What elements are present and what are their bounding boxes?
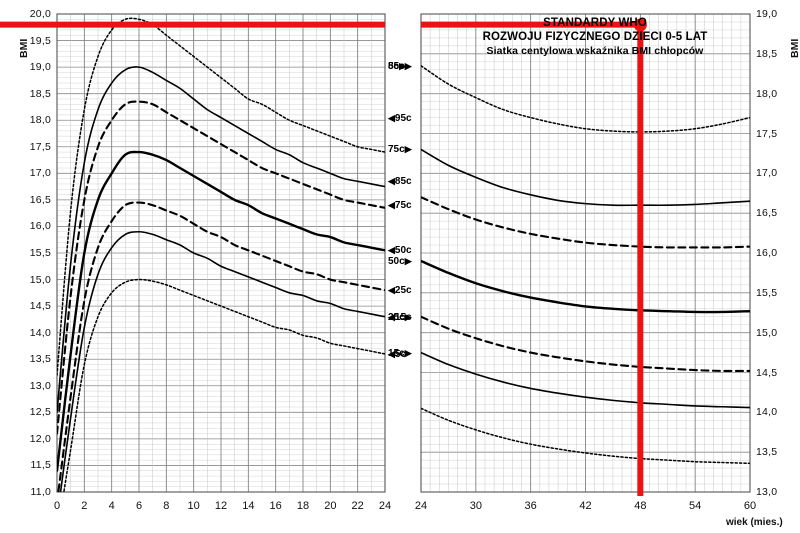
x-tick-label: 24 xyxy=(378,500,392,512)
x-tick-label: 18 xyxy=(296,500,310,512)
x-tick-label: 10 xyxy=(187,500,200,512)
x-tick-label: 14 xyxy=(242,500,255,512)
x-tick-label: 30 xyxy=(469,500,482,512)
x-tick-label: 6 xyxy=(135,500,143,512)
percentile-callout-5c-right: 5c▶ xyxy=(388,60,407,72)
y-tick-label: 19,0 xyxy=(29,61,51,74)
y-tick-label: 16,5 xyxy=(756,207,778,220)
y-tick-label: 14,5 xyxy=(756,366,778,379)
x-tick-label: 0 xyxy=(53,500,61,512)
y-tick-label: 17,5 xyxy=(29,140,51,153)
percentile-callout-85c-left: ◀85c xyxy=(388,176,412,188)
y-tick-label: 13,5 xyxy=(29,353,51,366)
y-tick-label: 16,0 xyxy=(756,247,778,259)
x-tick-label: 12 xyxy=(214,500,228,512)
percentile-curve-95c xyxy=(57,17,385,376)
percentile-curve-25c xyxy=(57,201,385,492)
y-tick-label: 12,0 xyxy=(29,432,51,445)
x-tick-label: 48 xyxy=(634,500,647,512)
percentile-curve-95c xyxy=(421,65,750,133)
x-tick-label: 54 xyxy=(689,500,702,512)
x-tick-label: 22 xyxy=(351,500,364,512)
percentile-callout-75c-left: ◀75c xyxy=(388,200,412,212)
percentile-callout-50c-right: 50c▶ xyxy=(388,255,412,267)
x-tick-label: 20 xyxy=(324,500,337,512)
y-tick-label: 13,0 xyxy=(756,486,778,498)
y-tick-label: 14,5 xyxy=(29,300,51,313)
y-tick-label: 19,0 xyxy=(756,8,778,20)
x-tick-label: 60 xyxy=(743,500,757,512)
percentile-curve-85c xyxy=(421,148,750,207)
x-tick-label: 2 xyxy=(81,500,88,512)
y-tick-label: 18,5 xyxy=(756,47,778,60)
y-tick-label: 16,5 xyxy=(29,193,51,206)
x-tick-label: 16 xyxy=(269,500,282,512)
y-tick-label: 15,0 xyxy=(29,273,51,286)
y-axis-title-left: BMI xyxy=(18,38,30,58)
y-tick-label: 14,0 xyxy=(756,406,778,419)
percentile-callout-15c-right: 15c▶ xyxy=(388,347,412,359)
percentile-curve-75c xyxy=(57,100,385,435)
y-tick-label: 14,0 xyxy=(29,326,51,339)
y-tick-label: 19,5 xyxy=(29,34,51,47)
x-tick-label: 4 xyxy=(108,500,115,512)
y-tick-label: 17,0 xyxy=(29,167,51,180)
y-tick-label: 15,5 xyxy=(29,247,51,259)
y-tick-label: 18,0 xyxy=(29,114,51,127)
y-tick-label: 15,5 xyxy=(756,286,778,299)
y-tick-label: 18,5 xyxy=(29,87,51,100)
x-axis-title: wiek (mies.) xyxy=(726,517,783,528)
y-tick-label: 17,5 xyxy=(756,127,778,140)
x-tick-label: 42 xyxy=(579,500,592,512)
percentile-callout-50c-left: ◀50c xyxy=(388,245,412,257)
y-tick-label: 18,0 xyxy=(756,87,778,100)
x-tick-label: 8 xyxy=(163,500,170,512)
y-tick-label: 12,5 xyxy=(29,406,51,419)
percentile-curve-5c xyxy=(63,278,385,492)
percentile-callout-85c-right: 85c▶ xyxy=(388,60,412,72)
percentile-curve-25c xyxy=(421,315,750,373)
percentile-callout-15c-left: ◀15c xyxy=(388,311,412,323)
percentile-curve-50c xyxy=(57,150,385,472)
y-tick-label: 11,5 xyxy=(30,459,51,472)
y-tick-label: 16,0 xyxy=(29,220,51,233)
y-tick-label: 11,0 xyxy=(30,486,51,498)
percentile-callout-75c-right: 75c▶ xyxy=(388,144,412,156)
y-tick-label: 20,0 xyxy=(29,8,51,20)
percentile-curve-5c xyxy=(421,407,750,465)
percentile-curve-50c xyxy=(421,259,750,314)
percentile-curve-75c xyxy=(421,196,750,249)
y-axis-title-right: BMI xyxy=(789,38,800,58)
y-tick-label: 13,0 xyxy=(29,379,51,392)
percentile-callout-95c-left: ◀95c xyxy=(388,112,412,124)
percentile-callout-5c-left: ◀5c xyxy=(388,348,407,360)
percentile-curve-85c xyxy=(57,66,385,414)
x-tick-label: 36 xyxy=(524,500,537,512)
y-tick-label: 13,5 xyxy=(756,446,778,459)
percentile-callout-25c-left: ◀25c xyxy=(388,285,412,297)
percentile-curve-15c xyxy=(421,351,750,409)
y-tick-label: 17,0 xyxy=(756,167,778,180)
percentile-curve-15c xyxy=(59,230,385,492)
y-tick-label: 15,0 xyxy=(756,326,778,339)
x-tick-label: 24 xyxy=(414,500,428,512)
percentile-callout-25c-right: 25c▶ xyxy=(388,311,412,323)
